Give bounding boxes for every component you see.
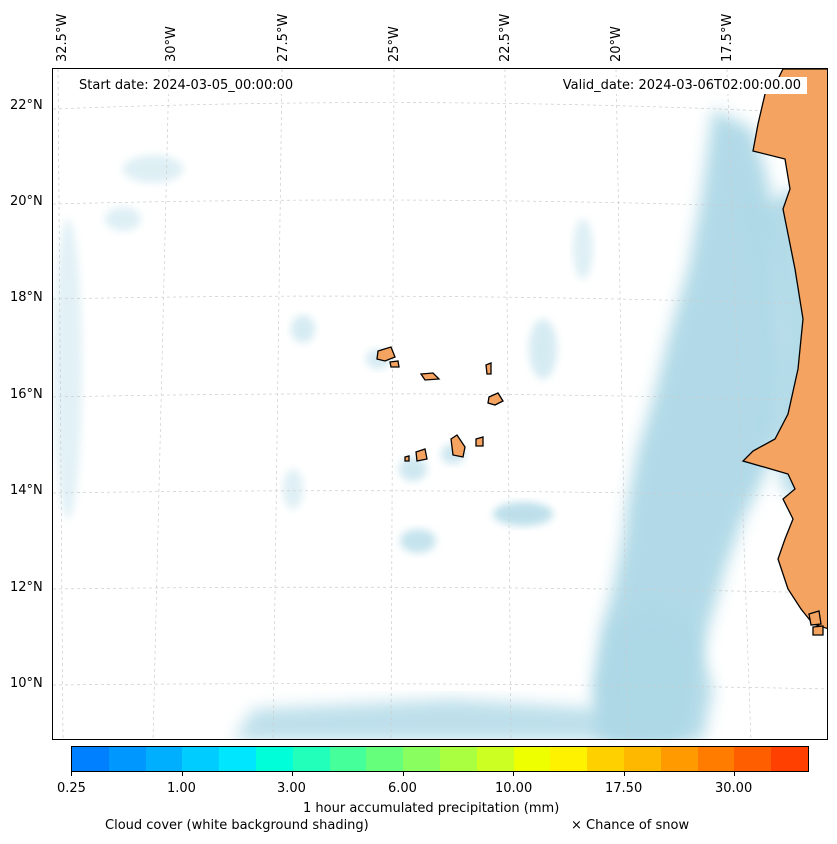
cloud-patch bbox=[54, 219, 82, 519]
cloud-patch bbox=[105, 207, 141, 231]
colorbar-tickmark bbox=[734, 772, 735, 776]
colorbar-segment bbox=[108, 747, 146, 771]
cloud-patch bbox=[291, 315, 315, 343]
lat-label-20n: 20°N bbox=[10, 194, 43, 209]
cloud-southern-strip bbox=[234, 699, 673, 739]
cloud-patch bbox=[400, 529, 436, 553]
colorbar-segment bbox=[366, 747, 404, 771]
cloud-patch bbox=[493, 502, 553, 526]
lat-label-16n: 16°N bbox=[10, 387, 43, 402]
colorbar-tick-label: 17.50 bbox=[605, 781, 643, 796]
colorbar-segment bbox=[329, 747, 367, 771]
cloud-band-main bbox=[593, 109, 788, 739]
cloud-patch bbox=[573, 219, 593, 279]
snow-legend: × Chance of snow bbox=[571, 818, 690, 833]
cloud-patch bbox=[529, 319, 557, 379]
sao-vicente-island bbox=[389, 360, 400, 368]
colorbar-tickmark bbox=[513, 772, 514, 776]
boa-vista-island bbox=[487, 392, 504, 406]
colorbar-segment bbox=[513, 747, 551, 771]
colorbar-segment bbox=[697, 747, 735, 771]
lat-label-14n: 14°N bbox=[10, 483, 43, 498]
colorbar-label: 1 hour accumulated precipitation (mm) bbox=[303, 801, 560, 816]
colorbar-segment bbox=[771, 747, 808, 771]
santiago-island bbox=[450, 434, 466, 458]
colorbar-tick-label: 10.00 bbox=[495, 781, 533, 796]
sao-nicolau-island bbox=[419, 372, 441, 381]
colorbar-tickmark bbox=[182, 772, 183, 776]
cloud-patch bbox=[283, 469, 303, 509]
colorbar-tickmark bbox=[71, 772, 72, 776]
bissagos-island bbox=[808, 610, 822, 626]
lon-label-25w: 25°W bbox=[387, 26, 402, 62]
bissagos-island bbox=[812, 625, 824, 636]
maio-island bbox=[475, 436, 484, 447]
colorbar-tick-label: 3.00 bbox=[277, 781, 306, 796]
lon-label-20w: 20°W bbox=[609, 26, 624, 62]
lat-label-12n: 12°N bbox=[10, 580, 43, 595]
colorbar-segment bbox=[292, 747, 330, 771]
colorbar-segment bbox=[734, 747, 772, 771]
colorbar-segment bbox=[219, 747, 256, 771]
start-date-label: Start date: 2024-03-05_00:00:00 bbox=[73, 77, 300, 94]
cloud-cover-legend: Cloud cover (white background shading) bbox=[105, 818, 369, 833]
lat-label-18n: 18°N bbox=[10, 290, 43, 305]
colorbar-segment bbox=[403, 747, 440, 771]
fogo-island bbox=[415, 448, 428, 462]
colorbar-segment bbox=[587, 747, 624, 771]
colorbar-tick-label: 6.00 bbox=[388, 781, 417, 796]
cloud-band-lower bbox=[598, 609, 713, 739]
santo-antao-island bbox=[376, 346, 396, 362]
colorbar-segment bbox=[660, 747, 698, 771]
lat-label-10n: 10°N bbox=[10, 676, 43, 691]
colorbar-segment bbox=[623, 747, 661, 771]
precipitation-colorbar bbox=[71, 746, 809, 772]
brava-island bbox=[404, 455, 410, 462]
valid-date-label: Valid_date: 2024-03-06T02:00:00.00 bbox=[556, 77, 807, 94]
colorbar-tick-label: 0.25 bbox=[57, 781, 86, 796]
map-panel[interactable]: Start date: 2024-03-05_00:00:00 Valid_da… bbox=[52, 68, 828, 740]
colorbar-segment bbox=[72, 747, 109, 771]
land-layer bbox=[376, 69, 827, 636]
gridlines bbox=[53, 69, 827, 739]
colorbar-tickmark bbox=[624, 772, 625, 776]
colorbar-segment bbox=[476, 747, 514, 771]
colorbar-tick-label: 1.00 bbox=[167, 781, 196, 796]
colorbar-segment bbox=[145, 747, 183, 771]
colorbar-segment bbox=[255, 747, 293, 771]
lon-label-22-5w: 22.5°W bbox=[498, 13, 513, 62]
colorbar-tickmark bbox=[403, 772, 404, 776]
colorbar-tickmark bbox=[292, 772, 293, 776]
colorbar-tick-label: 30.00 bbox=[715, 781, 753, 796]
colorbar-segment bbox=[182, 747, 220, 771]
africa-coast-land bbox=[741, 69, 827, 630]
lon-label-30w: 30°W bbox=[164, 26, 179, 62]
map-canvas bbox=[53, 69, 827, 739]
colorbar-segment bbox=[550, 747, 588, 771]
lon-label-27-5w: 27.5°W bbox=[276, 13, 291, 62]
lat-label-22n: 22°N bbox=[10, 98, 43, 113]
cloud-patch bbox=[123, 155, 183, 183]
colorbar-segment bbox=[439, 747, 477, 771]
cloud-patch bbox=[399, 457, 427, 481]
sal-island bbox=[485, 362, 492, 375]
lon-label-32-5w: 32.5°W bbox=[55, 13, 70, 62]
cloud-cover-layer bbox=[54, 109, 827, 739]
lon-label-17-5w: 17.5°W bbox=[720, 13, 735, 62]
